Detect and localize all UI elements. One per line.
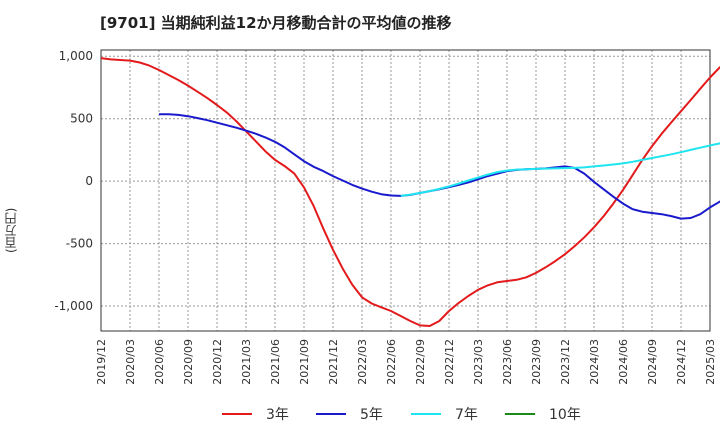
x-tick-label: 2020/09	[182, 339, 195, 385]
y-tick-label: -500	[66, 237, 93, 251]
y-tick-label: 1,000	[59, 49, 93, 63]
y-tick-labels: 1,000 500 0 -500 -1,000	[54, 49, 93, 313]
x-tick-label: 2019/12	[95, 339, 108, 385]
x-tick-label: 2021/09	[298, 339, 311, 385]
x-tick-label: 2020/03	[124, 339, 137, 385]
plot-frame	[100, 49, 711, 332]
x-tick-label: 2021/12	[327, 339, 340, 385]
x-tick-label: 2025/03	[704, 339, 717, 385]
x-tick-label: 2023/06	[501, 339, 514, 385]
axes	[100, 49, 711, 332]
series-line-2	[400, 142, 720, 197]
grid-lines	[100, 50, 711, 331]
x-tick-label: 2024/03	[588, 339, 601, 385]
legend-label-1: 5年	[360, 407, 383, 423]
x-tick-label: 2022/12	[443, 339, 456, 385]
x-tick-label: 2023/12	[559, 339, 572, 385]
series-line-1	[159, 113, 720, 220]
x-tick-label: 2024/09	[646, 339, 659, 385]
x-tick-label: 2021/03	[240, 339, 253, 385]
x-tick-label: 2024/06	[617, 339, 630, 385]
legend-label-0: 3年	[266, 407, 289, 423]
x-tick-label: 2020/12	[211, 339, 224, 385]
legend-label-3: 10年	[549, 407, 581, 423]
y-tick-label: -1,000	[54, 299, 93, 313]
series-line-0	[100, 57, 720, 327]
x-tick-label: 2023/09	[530, 339, 543, 385]
chart-title: [9701] 当期純利益12か月移動合計の平均値の推移	[100, 14, 452, 32]
x-tick-label: 2024/12	[675, 339, 688, 385]
x-tick-label: 2022/09	[414, 339, 427, 385]
x-tick-label: 2023/03	[472, 339, 485, 385]
legend: 3年 5年 7年 10年	[222, 407, 581, 423]
legend-label-2: 7年	[455, 407, 478, 423]
y-tick-label: 500	[70, 112, 93, 126]
x-tick-label: 2021/06	[269, 339, 282, 385]
x-tick-labels: 2019/12 2020/03 2020/06 2020/09 2020/12 2021/…	[95, 339, 717, 385]
x-tick-label: 2020/06	[153, 339, 166, 385]
series-lines	[100, 57, 720, 327]
y-tick-label: 0	[85, 174, 93, 188]
x-tick-label: 2022/06	[385, 339, 398, 385]
x-tick-label: 2022/03	[356, 339, 369, 385]
